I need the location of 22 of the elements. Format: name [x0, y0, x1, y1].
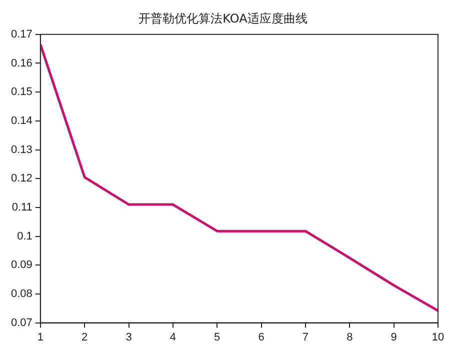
x-tick-label: 6: [258, 331, 264, 344]
y-tick-label: 0.1: [17, 230, 32, 242]
x-tick-label: 8: [346, 331, 353, 344]
y-tick-label: 0.16: [10, 57, 32, 70]
x-tick-label: 2: [82, 331, 88, 344]
y-tick-label: 0.07: [10, 316, 32, 329]
x-tick-label: 5: [214, 331, 220, 344]
y-tick-label: 0.09: [10, 259, 32, 272]
y-tick-label: 0.17: [10, 28, 32, 40]
y-tick-label: 0.11: [12, 201, 32, 214]
y-tick-label: 0.14: [10, 114, 32, 127]
chart-title: 开普勒优化算法KOA适应度曲线: [138, 11, 308, 26]
y-tick-label: 0.08: [10, 288, 32, 300]
y-tick-label: 0.13: [10, 144, 32, 156]
y-tick-label: 0.12: [10, 172, 32, 185]
x-tick-label: 7: [302, 331, 309, 344]
x-tick-label: 9: [390, 331, 397, 344]
x-tick-label: 1: [37, 331, 44, 344]
y-tick-label: 0.15: [10, 86, 32, 98]
x-tick-label: 10: [432, 331, 444, 344]
x-tick-label: 3: [126, 331, 132, 344]
x-tick-label: 4: [170, 331, 176, 344]
